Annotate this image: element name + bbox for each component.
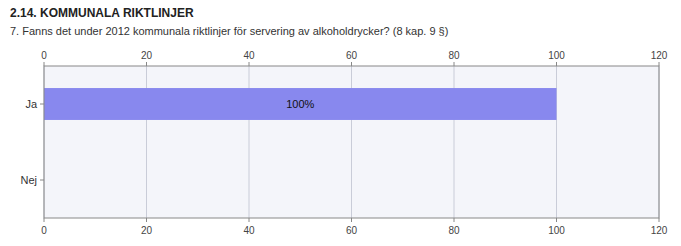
x-tick-label: 60 [346,225,358,236]
x-tick-label-top: 100 [548,50,565,61]
tick-mark [351,218,352,222]
chart-svg: 2.14. KOMMUNALA RIKTLINJER 7. Fanns det u… [0,0,681,246]
bars [44,88,557,120]
subtitle: 7. Fanns det under 2012 kommunala riktli… [10,25,448,37]
tick-mark [454,62,455,66]
title: 2.14. KOMMUNALA RIKTLINJER [10,6,194,20]
tick-mark [249,218,250,222]
bar [44,88,557,120]
x-tick-label-top: 20 [141,50,153,61]
x-tick-label-top: 60 [346,50,358,61]
x-tick-label: 40 [243,225,255,236]
tick-mark [556,218,557,222]
x-tick-label: 0 [41,225,47,236]
tick-mark [40,180,44,181]
x-tick-label-top: 120 [651,50,668,61]
labels: 100% [286,98,314,110]
tick-mark [454,218,455,222]
tick-mark [146,218,147,222]
plot-frame [44,66,659,218]
tick-mark [44,218,45,222]
data-label: 100% [286,98,314,110]
tick-mark [249,62,250,66]
x-tick-label: 120 [651,225,668,236]
x-tick-label-top: 80 [448,50,460,61]
x-tick-label: 100 [548,225,565,236]
x-tick-label: 20 [141,225,153,236]
tick-mark [556,62,557,66]
x-tick-label-top: 0 [41,50,47,61]
tick-mark [146,62,147,66]
tick-mark [659,218,660,222]
tick-mark [351,62,352,66]
y-tick-label: Nej [20,174,37,186]
x-tick-label: 80 [448,225,460,236]
chart-container: 2.14. KOMMUNALA RIKTLINJER 7. Fanns det u… [0,0,681,246]
tick-mark [40,104,44,105]
tick-mark [659,62,660,66]
tick-mark [44,62,45,66]
y-tick-label: Ja [25,98,38,110]
x-tick-label-top: 40 [243,50,255,61]
plot-background [44,66,659,218]
